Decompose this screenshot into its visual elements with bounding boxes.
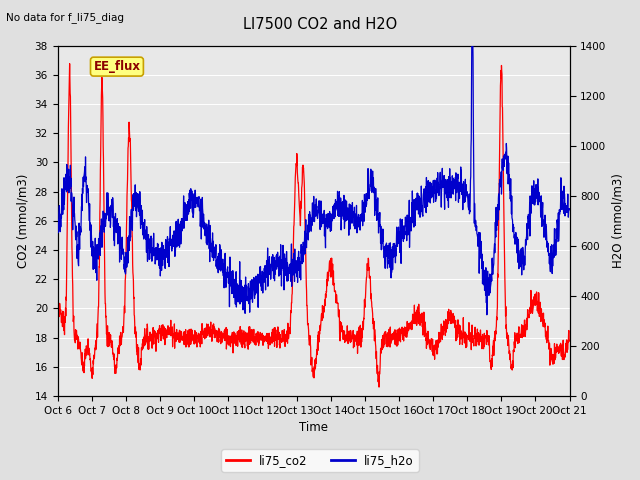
X-axis label: Time: Time	[299, 421, 328, 434]
Legend: li75_co2, li75_h2o: li75_co2, li75_h2o	[221, 449, 419, 472]
Y-axis label: CO2 (mmol/m3): CO2 (mmol/m3)	[16, 174, 29, 268]
Text: EE_flux: EE_flux	[93, 60, 140, 73]
Text: LI7500 CO2 and H2O: LI7500 CO2 and H2O	[243, 17, 397, 32]
Text: No data for f_li75_diag: No data for f_li75_diag	[6, 12, 124, 23]
Y-axis label: H2O (mmol/m3): H2O (mmol/m3)	[612, 173, 625, 268]
